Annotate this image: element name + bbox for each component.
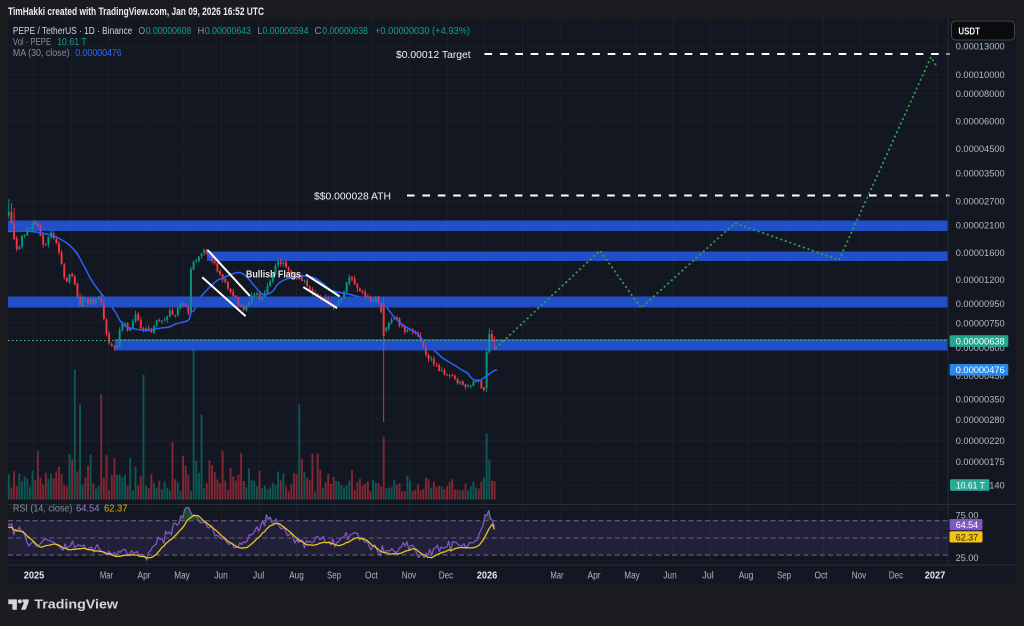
svg-text:C: C <box>315 26 323 37</box>
svg-text:0.00002700: 0.00002700 <box>956 196 1005 206</box>
svg-text:10.61 T: 10.61 T <box>956 481 985 491</box>
svg-text:Sep: Sep <box>327 571 341 582</box>
svg-text:0.00001200: 0.00001200 <box>956 275 1005 285</box>
svg-text:2025: 2025 <box>24 571 45 582</box>
svg-text:0.00000476: 0.00000476 <box>956 365 1005 375</box>
svg-text:Mar: Mar <box>550 571 564 582</box>
svg-text:May: May <box>624 571 640 582</box>
svg-text:Mar: Mar <box>100 571 114 582</box>
svg-text:0.00000638: 0.00000638 <box>956 337 1005 347</box>
svg-text:Nov: Nov <box>852 571 867 582</box>
svg-text:Aug: Aug <box>289 571 304 582</box>
svg-text:64.54: 64.54 <box>956 520 979 530</box>
svg-text:0.00006000: 0.00006000 <box>956 117 1005 127</box>
svg-text:Dec: Dec <box>889 571 904 582</box>
svg-text:0.00000638: 0.00000638 <box>322 26 368 37</box>
svg-text:2027: 2027 <box>925 571 946 582</box>
svg-text:$0.00012 Target: $0.00012 Target <box>396 49 471 61</box>
svg-text:0.00000600: 0.00000600 <box>956 343 1005 353</box>
svg-text:+0.00000030 (+4.93%): +0.00000030 (+4.93%) <box>375 26 470 37</box>
svg-text:75.00: 75.00 <box>956 511 979 521</box>
svg-text:Dec: Dec <box>439 571 454 582</box>
svg-text:Oct: Oct <box>815 571 828 582</box>
svg-text:Bullish Flags: Bullish Flags <box>246 269 301 280</box>
svg-text:Apr: Apr <box>138 571 152 582</box>
svg-text:May: May <box>174 571 190 582</box>
svg-text:62.37: 62.37 <box>104 504 128 515</box>
svg-text:$$0.000028 ATH: $$0.000028 ATH <box>314 191 391 203</box>
svg-text:MA (30, close): MA (30, close) <box>13 48 70 59</box>
svg-text:0.00000594: 0.00000594 <box>263 26 309 37</box>
svg-text:62.37: 62.37 <box>956 532 979 542</box>
svg-text:Jul: Jul <box>253 571 265 582</box>
svg-text:0.00000476: 0.00000476 <box>75 48 122 59</box>
svg-text:0.00004500: 0.00004500 <box>956 144 1005 154</box>
svg-text:0.00000450: 0.00000450 <box>956 371 1005 381</box>
svg-text:0.00001600: 0.00001600 <box>956 248 1005 258</box>
svg-text:Aug: Aug <box>739 571 754 582</box>
svg-text:10.61 T: 10.61 T <box>57 37 87 48</box>
svg-text:0.00000643: 0.00000643 <box>205 26 251 37</box>
svg-text:Vol · PEPE: Vol · PEPE <box>13 37 51 48</box>
svg-text:0.00000350: 0.00000350 <box>956 394 1005 404</box>
svg-text:2026: 2026 <box>477 571 498 582</box>
svg-text:0.00002100: 0.00002100 <box>956 220 1005 230</box>
svg-text:TimHakki created with TradingV: TimHakki created with TradingView.com, J… <box>8 6 264 18</box>
svg-text:O: O <box>138 26 145 37</box>
svg-text:0.00008000: 0.00008000 <box>956 89 1005 99</box>
svg-text:0.00010000: 0.00010000 <box>956 70 1005 80</box>
svg-text:Jul: Jul <box>702 571 714 582</box>
svg-text:0.00000220: 0.00000220 <box>956 436 1005 446</box>
svg-text:USDT: USDT <box>958 26 980 37</box>
svg-text:Jun: Jun <box>214 571 228 582</box>
svg-text:0.00013000: 0.00013000 <box>956 41 1005 51</box>
svg-text:0.00000175: 0.00000175 <box>956 457 1005 467</box>
svg-text:25.00: 25.00 <box>956 553 979 563</box>
svg-text:TradingView: TradingView <box>34 597 119 612</box>
svg-text:RSI (14, close): RSI (14, close) <box>13 504 73 515</box>
svg-text:L: L <box>258 26 263 37</box>
svg-text:Nov: Nov <box>402 571 417 582</box>
svg-text:Oct: Oct <box>365 571 378 582</box>
svg-text:0.00000950: 0.00000950 <box>956 299 1005 309</box>
svg-text:Jun: Jun <box>663 571 677 582</box>
svg-text:0.00000750: 0.00000750 <box>956 318 1005 328</box>
svg-text:Apr: Apr <box>588 571 602 582</box>
svg-text:H: H <box>198 26 205 37</box>
svg-text:Sep: Sep <box>777 571 791 582</box>
svg-text:0.00000608: 0.00000608 <box>146 26 192 37</box>
svg-text:0.00000280: 0.00000280 <box>956 415 1005 425</box>
svg-text:PEPE / TetherUS · 1D · Binance: PEPE / TetherUS · 1D · Binance <box>13 26 133 37</box>
svg-text:64.54: 64.54 <box>76 504 100 515</box>
svg-text:0.00003500: 0.00003500 <box>956 169 1005 179</box>
